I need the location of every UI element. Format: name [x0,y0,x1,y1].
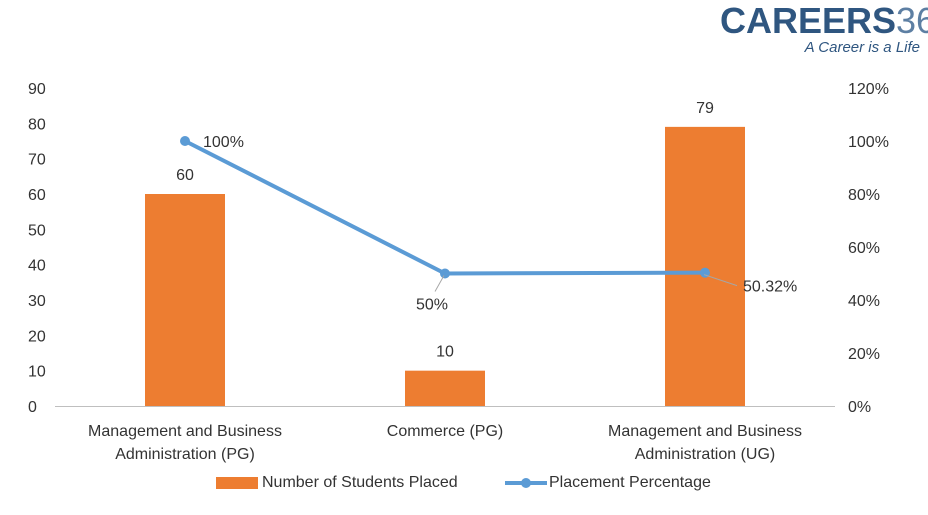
line-point [700,267,710,278]
y-right-tick-label: 120% [848,81,889,98]
x-tick-label: Administration (UG) [635,446,775,463]
bar-series [145,126,745,406]
bar [145,194,225,406]
line-point [440,268,450,279]
brand-name: CAREERS360 [720,0,928,41]
legend-bar-swatch [216,477,258,489]
y-right-tick-label: 100% [848,134,889,151]
x-axis-labels: Management and Business Administration (P… [88,423,802,463]
legend: Number of Students Placed Placement Perc… [0,474,928,498]
y-left-tick-label: 50 [28,222,46,239]
y-right-tick-label: 80% [848,187,880,204]
data-labels: 60 10 79 100% 50% 50.32% [176,100,797,361]
brand-logo: CAREERS360 A Career is a Life [720,0,928,56]
line-series [180,136,710,279]
y-right-tick-label: 60% [848,240,880,257]
bar [665,126,745,406]
combo-chart: 0 10 20 30 40 50 60 70 80 90 0% 20% 40% 60% 80% 100% 12… [28,81,889,463]
data-label-leader [434,275,445,292]
x-tick-label: Management and Business [608,423,802,440]
y-axis-right: 0% 20% 40% 60% 80% 100% 120% [848,81,889,416]
bar-data-label: 10 [436,344,454,361]
legend-bar-label: Number of Students Placed [262,474,458,491]
y-left-tick-label: 40 [28,258,46,275]
brand-tagline: A Career is a Life [804,39,920,56]
y-right-tick-label: 0% [848,399,871,416]
series-line [184,139,706,276]
y-right-tick-label: 40% [848,293,880,310]
line-data-label: 50.32% [743,279,797,296]
legend-line-swatch [505,477,547,489]
line-point [180,136,190,146]
x-tick-label: Commerce (PG) [387,423,503,440]
y-left-tick-label: 80 [28,116,46,133]
legend-line-label: Placement Percentage [549,474,711,491]
y-left-tick-label: 60 [28,187,46,204]
bar [405,370,485,406]
x-tick-label: Administration (PG) [115,446,255,463]
y-right-tick-label: 20% [848,346,880,363]
y-left-tick-label: 0 [28,399,37,416]
y-left-tick-label: 20 [28,328,46,345]
y-left-tick-label: 90 [28,81,46,98]
line-data-label: 100% [203,134,244,151]
brand-name-number: 360 [896,0,928,41]
y-left-tick-label: 10 [28,364,46,381]
data-label-leader [703,274,738,287]
line-data-label: 50% [416,297,448,314]
y-left-tick-label: 30 [28,293,46,310]
legend-item-bar: Number of Students Placed [216,474,458,492]
brand-name-text: CAREERS [720,0,897,41]
y-left-tick-label: 70 [28,152,46,169]
y-axis-left: 0 10 20 30 40 50 60 70 80 90 [28,81,46,416]
bar-data-label: 79 [696,100,714,117]
legend-item-line: Placement Percentage [505,474,711,492]
x-tick-label: Management and Business [88,423,282,440]
bar-data-label: 60 [176,167,194,184]
